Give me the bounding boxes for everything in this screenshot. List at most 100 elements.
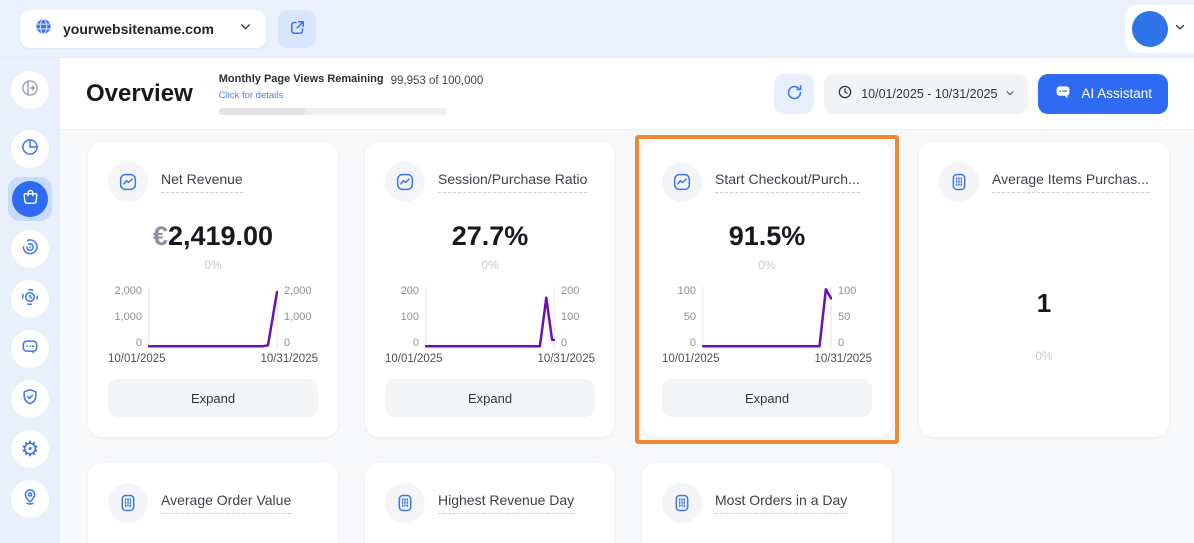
- card-title[interactable]: Start Checkout/Purch...: [715, 171, 860, 193]
- chart-line-icon: [673, 173, 691, 191]
- quota-progress-fill: [218, 107, 306, 115]
- ai-assistant-button[interactable]: AI Assistant: [1038, 73, 1168, 114]
- page-title: Overview: [86, 79, 193, 107]
- topbar: yourwebsitename.com: [0, 0, 1194, 58]
- metric-value: €2,419.00: [152, 221, 274, 251]
- card-icon: [385, 483, 425, 523]
- sidebar-item-location[interactable]: [11, 480, 49, 518]
- metric-value: 1: [1036, 288, 1052, 318]
- x-start-label: 10/01/2025: [662, 353, 720, 365]
- sidebar-item-settings[interactable]: ⚙: [11, 430, 49, 468]
- metric-card: Highest Revenue Day: [365, 463, 615, 543]
- card-icon: [108, 483, 148, 523]
- sparkline-svg: [702, 287, 832, 348]
- calculator-icon: [398, 494, 412, 512]
- account-menu[interactable]: [1125, 4, 1194, 53]
- card-icon: [385, 162, 425, 202]
- location-pin-icon: [20, 487, 40, 512]
- sidebar-item-tracking[interactable]: [11, 280, 49, 318]
- card-title[interactable]: Highest Revenue Day: [438, 492, 575, 514]
- expand-button[interactable]: Expand: [662, 379, 872, 417]
- globe-icon: [34, 17, 53, 41]
- quota-value: 99,953 of 100,000: [390, 74, 484, 87]
- card-title[interactable]: Net Revenue: [161, 171, 243, 193]
- quota-progress-bar: [218, 107, 447, 115]
- card-title[interactable]: Average Order Value: [161, 492, 292, 514]
- page-header: Overview Monthly Page Views Remaining 99…: [60, 58, 1194, 130]
- y-axis-right: 200 100 0: [561, 285, 580, 349]
- x-end-label: 10/31/2025: [537, 353, 595, 365]
- metric-delta: 0%: [758, 258, 776, 272]
- y-axis-right: 2,000 1,000 0: [284, 285, 312, 349]
- sidebar-item-performance[interactable]: [11, 230, 49, 268]
- metric-delta: 0%: [481, 258, 499, 272]
- x-start-label: 10/01/2025: [385, 353, 443, 365]
- date-range-picker[interactable]: 10/01/2025 - 10/31/2025: [824, 73, 1029, 114]
- quota-details-link[interactable]: Click for details: [218, 89, 284, 101]
- chevron-down-icon: [239, 20, 252, 38]
- x-end-label: 10/31/2025: [260, 353, 318, 365]
- clock-icon: [837, 84, 853, 103]
- external-link-icon: [289, 19, 306, 39]
- chevron-down-icon: [1005, 86, 1015, 101]
- metric-card: Net Revenue €2,419.00 0% 2,000 1,000 0 2,0…: [88, 142, 338, 437]
- sidebar-item-dashboard[interactable]: [11, 130, 49, 168]
- y-axis-left: 2,000 1,000 0: [114, 285, 142, 349]
- sidebar-collapse-button[interactable]: [11, 71, 49, 109]
- x-start-label: 10/01/2025: [108, 353, 166, 365]
- refresh-button[interactable]: [774, 73, 815, 114]
- card-title[interactable]: Most Orders in a Day: [715, 492, 848, 514]
- y-axis-left: 100 50 0: [677, 285, 696, 349]
- x-axis-labels: 10/01/2025 10/31/2025: [662, 353, 872, 365]
- chart-line-icon: [119, 173, 137, 191]
- metric-value: 91.5%: [728, 221, 806, 251]
- calculator-icon: [952, 173, 966, 191]
- sparkline-svg: [148, 287, 278, 348]
- website-selector[interactable]: yourwebsitename.com: [20, 9, 266, 48]
- chart-line-icon: [396, 173, 414, 191]
- metric-card: Most Orders in a Day: [642, 463, 892, 543]
- sidebar-item-chat[interactable]: [11, 330, 49, 368]
- date-range-label: 10/01/2025 - 10/31/2025: [861, 86, 998, 101]
- sidebar-item-orders[interactable]: [8, 177, 52, 221]
- chevron-down-icon: [1174, 20, 1186, 38]
- expand-button[interactable]: Expand: [108, 379, 318, 417]
- metrics-row-2: Average Order Value Highest Revenue Day …: [88, 463, 1194, 543]
- shopping-bag-icon: [21, 187, 40, 211]
- y-axis-right: 100 50 0: [838, 285, 857, 349]
- avatar: [1132, 10, 1168, 47]
- pie-chart-icon: [20, 137, 40, 162]
- open-website-button[interactable]: [278, 9, 316, 48]
- dashboard-content: Net Revenue €2,419.00 0% 2,000 1,000 0 2,0…: [60, 130, 1194, 543]
- metric-card: Start Checkout/Purch... 91.5% 0% 100 50 0 …: [635, 135, 899, 444]
- metrics-row-1: Net Revenue €2,419.00 0% 2,000 1,000 0 2,0…: [88, 135, 1194, 444]
- x-axis-labels: 10/01/2025 10/31/2025: [385, 353, 595, 365]
- ai-chat-icon: [1054, 83, 1072, 104]
- metric-delta: 0%: [1035, 349, 1053, 363]
- sidebar: ⚙: [0, 58, 60, 543]
- card-icon: [662, 483, 702, 523]
- card-title[interactable]: Average Items Purchas...: [992, 171, 1149, 193]
- sparkline-chart: 100 50 0 100 50 0: [662, 285, 872, 349]
- chat-bubble-icon: [20, 337, 40, 362]
- ai-assistant-label: AI Assistant: [1081, 86, 1152, 101]
- radar-icon: [20, 237, 40, 262]
- sidebar-item-security[interactable]: [11, 380, 49, 418]
- x-end-label: 10/31/2025: [814, 353, 872, 365]
- metric-value: 27.7%: [451, 221, 529, 251]
- sparkline-chart: 2,000 1,000 0 2,000 1,000 0: [108, 285, 318, 349]
- calculator-icon: [675, 494, 689, 512]
- card-icon: [662, 162, 702, 202]
- gear-icon: ⚙: [20, 436, 40, 461]
- metric-card: Average Order Value: [88, 463, 338, 543]
- scan-clock-icon: [20, 287, 40, 312]
- sparkline-svg: [425, 287, 555, 348]
- card-icon: [939, 162, 979, 202]
- expand-button[interactable]: Expand: [385, 379, 595, 417]
- card-title[interactable]: Session/Purchase Ratio: [438, 171, 588, 193]
- calculator-icon: [121, 494, 135, 512]
- website-name: yourwebsitename.com: [63, 20, 214, 37]
- card-icon: [108, 162, 148, 202]
- quota-widget: Monthly Page Views Remaining 99,953 of 1…: [218, 73, 483, 115]
